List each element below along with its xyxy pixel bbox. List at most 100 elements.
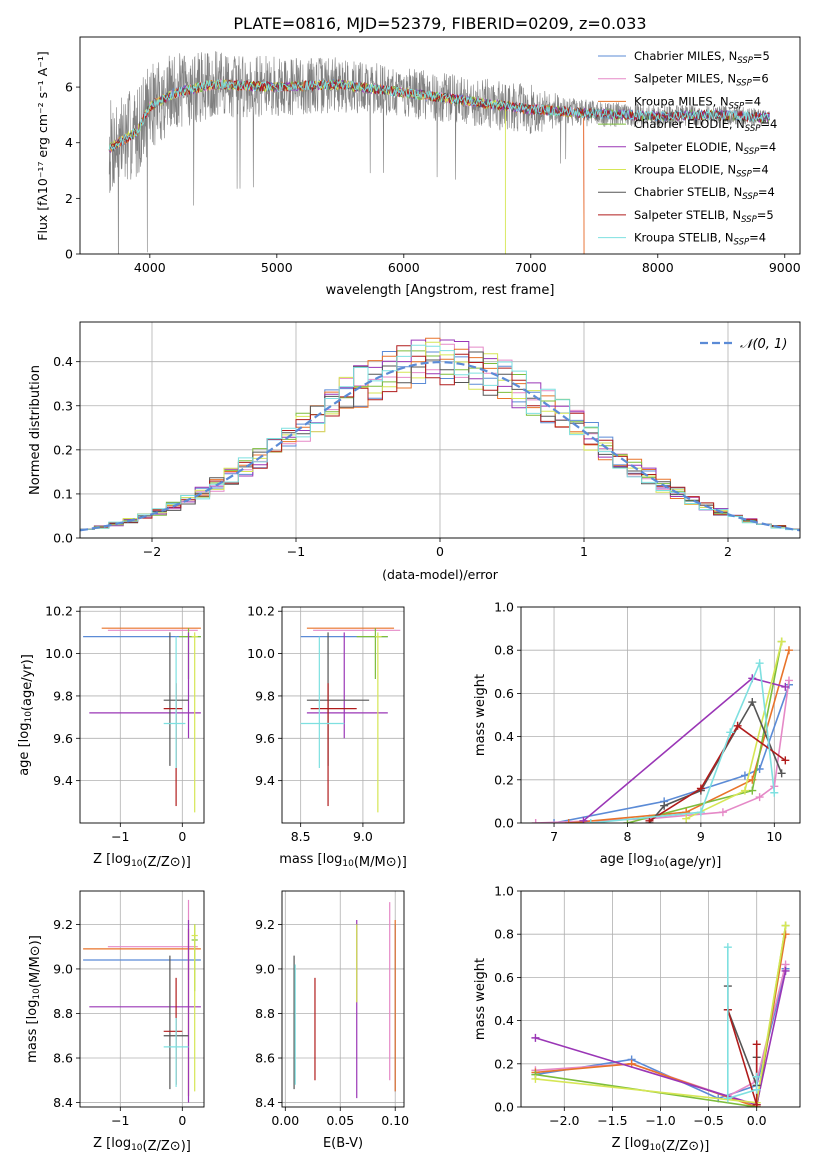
y-tick-label: 0.6 <box>494 686 514 701</box>
series-chabrier-stelib <box>723 982 761 1090</box>
label-part: )] <box>28 935 43 945</box>
y-tick-label: 8.8 <box>53 1006 73 1021</box>
label-sub: 10 <box>650 1143 662 1153</box>
errorbar-kroupa-elodie <box>191 632 198 813</box>
y-tick-label: 9.8 <box>255 688 275 703</box>
plot-area <box>531 921 790 1107</box>
label-part: mass [ <box>25 1019 40 1062</box>
series-marker <box>733 721 742 730</box>
x-tick-label: −2 <box>143 544 161 559</box>
y-tick-label: 0.0 <box>53 531 73 546</box>
mass-vs-extinction-panel: 0.00 0.05 0.10 8.4 8.6 8.8 9.0 9.2 E(B-V) <box>255 890 409 1151</box>
axes-frame <box>79 606 205 824</box>
series-marker <box>781 966 790 975</box>
label-part: (Z/Z <box>661 1139 688 1154</box>
legend-entry-salpeter-elodie: Salpeter ELODIE, NSSP=4 <box>634 140 776 157</box>
label-sub: 10 <box>131 859 143 869</box>
x-tick-label: 4000 <box>134 260 166 275</box>
y-tick-label: 9.6 <box>53 731 73 746</box>
histogram-salpeter-stelib <box>80 345 800 530</box>
legend-text: =6 <box>752 72 769 86</box>
series-marker <box>726 728 735 737</box>
x-tick-label: 0 <box>436 544 444 559</box>
errorbar-kroupa-stelib <box>163 636 186 768</box>
x-tick-label: 7 <box>550 829 558 844</box>
ticks: 0.00 0.05 0.10 8.4 8.6 8.8 9.0 9.2 <box>255 917 409 1128</box>
series-salpeter-stelib <box>645 721 790 823</box>
series-marker <box>752 1085 761 1094</box>
label-part: log <box>17 723 32 743</box>
label-part: log <box>25 1000 40 1020</box>
x-tick-label: 0.05 <box>326 1113 354 1128</box>
label-sub: 10 <box>342 859 354 869</box>
y-tick-label: 9.0 <box>255 961 275 976</box>
y-tick-label: 8.8 <box>255 1006 275 1021</box>
label-part: Z [ <box>612 1136 630 1151</box>
legend-text: =4 <box>752 163 769 177</box>
y-tick-label: 8.4 <box>255 1095 275 1110</box>
legend-sub: SSP <box>741 215 757 225</box>
y-tick-label: 0.6 <box>494 970 514 985</box>
errorbar-salpeter-elodie <box>89 919 201 1103</box>
x-tick-label: 9 <box>697 829 705 844</box>
legend-sub: SSP <box>745 124 761 134</box>
series-marker <box>531 819 540 823</box>
series-line <box>727 947 758 1100</box>
legend-entry-kroupa-stelib: Kroupa STELIB, NSSP=4 <box>634 231 766 248</box>
y-tick-label: 0.4 <box>53 354 73 369</box>
y-tick-label: 10.0 <box>45 646 73 661</box>
label-part: log <box>111 852 131 867</box>
legend-sub: SSP <box>736 170 752 180</box>
plot-area <box>108 51 770 254</box>
series-line <box>568 649 790 823</box>
x-tick-label: 0 <box>178 829 186 844</box>
series-marker <box>623 819 632 823</box>
y-tick-label: 0.8 <box>494 927 514 942</box>
legend-text: =4 <box>749 231 766 245</box>
label-sub: 10 <box>24 711 34 723</box>
series-marker <box>748 786 757 795</box>
series-marker <box>550 819 559 823</box>
y-tick-label: 0.0 <box>494 1100 514 1115</box>
series-marker <box>531 1074 540 1083</box>
plot-area <box>83 899 201 1103</box>
series-kroupa-stelib <box>723 943 761 1103</box>
legend-entry-chabrier-stelib: Chabrier STELIB, NSSP=4 <box>634 185 775 202</box>
y-tick-label: 6 <box>65 80 73 95</box>
series-line <box>727 986 758 1086</box>
x-tick-label: 8000 <box>642 260 674 275</box>
grid-lines <box>80 607 204 823</box>
y-axis-label: mass [log10(M/M⊙)] <box>25 935 43 1063</box>
legend-entry-salpeter-stelib: Salpeter STELIB, NSSP=5 <box>634 208 774 225</box>
axes-border <box>281 606 405 824</box>
y-tick-label: 0.2 <box>53 442 73 457</box>
series-marker <box>718 808 727 817</box>
series-marker <box>586 819 595 823</box>
y-tick-label: 0.8 <box>494 643 514 658</box>
x-tick-label: 0 <box>178 1113 186 1128</box>
y-tick-label: 0.2 <box>494 1056 514 1071</box>
legend-text: =5 <box>757 208 774 222</box>
errorbar-salpeter-miles <box>107 899 198 981</box>
series-marker <box>752 1100 761 1107</box>
x-axis-label: (data-model)/error <box>382 567 499 582</box>
y-tick-label: 0.4 <box>494 1013 514 1028</box>
series-chabrier-elodie <box>623 637 786 823</box>
label-part: mass [ <box>279 852 322 867</box>
x-tick-label: 8.5 <box>291 829 311 844</box>
plot-area <box>531 637 793 823</box>
label-part: ⊙ <box>688 1139 699 1154</box>
label-part: log <box>630 1136 650 1151</box>
grid-lines <box>282 891 404 1107</box>
series-marker <box>781 682 790 691</box>
legend-text: Salpeter STELIB, N <box>634 208 741 222</box>
axes-frame <box>520 606 801 824</box>
errorbar-salpeter-elodie <box>89 632 201 739</box>
series-kroupa-stelib <box>586 659 779 823</box>
x-tick-label: 8 <box>623 829 631 844</box>
y-tick-label: 9.6 <box>255 731 275 746</box>
errorbar-kroupa-elodie <box>191 924 198 1092</box>
label-part: ⊙ <box>170 855 181 870</box>
legend-entry-normal: 𝒩(0, 1) <box>740 337 787 352</box>
